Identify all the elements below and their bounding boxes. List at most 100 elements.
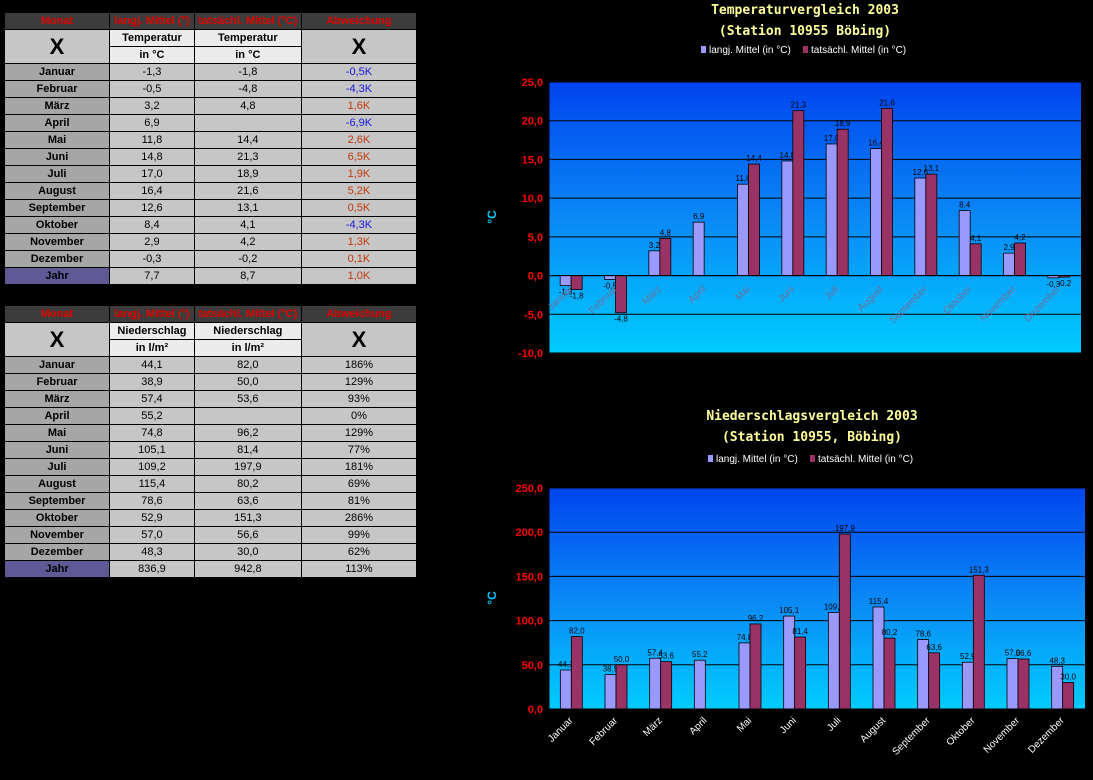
year-actual: 8,7	[193, 267, 302, 285]
data-label: 30,0	[1060, 672, 1076, 681]
data-label: 74,8	[737, 633, 753, 642]
longterm-cell: 11,8	[109, 131, 195, 149]
actual-cell: 81,4	[193, 441, 302, 459]
y-tick-label: 0,0	[528, 704, 543, 716]
data-label: 55,2	[692, 650, 708, 659]
bar-longterm	[693, 659, 706, 710]
x-tick-label: Februar	[588, 715, 621, 748]
data-label: 80,2	[882, 628, 898, 637]
y-tick-label: 200,0	[515, 527, 543, 539]
year-row: Jahr 7,7 8,7 1,0K	[3, 267, 418, 285]
data-label: 57,4	[647, 648, 663, 657]
deviation-cell: 0%	[300, 407, 418, 425]
legend-label-actual: tatsächl. Mittel (in °C)	[818, 454, 913, 465]
x-tick-label: Januar	[546, 715, 576, 745]
data-label: 4,8	[660, 228, 672, 237]
deviation-cell: 69%	[300, 475, 418, 493]
actual-cell: -4,8	[193, 80, 302, 98]
bar-actual	[925, 173, 938, 276]
legend-swatch-longterm	[701, 46, 706, 53]
bar-actual	[749, 623, 762, 710]
x-mark: X	[3, 322, 111, 357]
data-label: 18,9	[835, 119, 851, 128]
month-cell: Februar	[3, 80, 111, 98]
x-tick-label: Oktober	[945, 715, 978, 748]
year-deviation: 1,0K	[300, 267, 418, 285]
y-tick-label: -10,0	[518, 348, 543, 360]
header-month: Monat	[3, 12, 111, 30]
actual-cell: -0,2	[193, 250, 302, 268]
month-cell: Dezember	[3, 543, 111, 561]
year-deviation: 113%	[300, 560, 418, 578]
table-row: April 6,9 -6,9K	[3, 114, 418, 132]
y-tick-label: 50,0	[522, 660, 543, 672]
data-label: 11,8	[736, 174, 752, 183]
data-label: -1,3	[559, 288, 573, 297]
bar-actual	[1017, 658, 1030, 710]
data-label: 21,3	[791, 101, 807, 110]
table-row: September 12,6 13,1 0,5K	[3, 199, 418, 217]
longterm-cell: -0,3	[109, 250, 195, 268]
data-label: 8,4	[959, 201, 971, 210]
bar-longterm	[738, 642, 751, 710]
bar-actual	[748, 163, 760, 276]
month-cell: August	[3, 475, 111, 493]
actual-cell: 53,6	[193, 390, 302, 408]
bar-longterm	[604, 674, 617, 710]
table-row: April 55,2 0%	[3, 407, 418, 425]
data-label: 12,6	[913, 168, 929, 177]
legend-label-longterm: langj. Mittel (in °C)	[709, 45, 791, 56]
plot-area	[549, 82, 1081, 353]
actual-cell: 4,1	[193, 216, 302, 234]
data-label: 3,2	[649, 241, 661, 250]
longterm-cell: 74,8	[109, 424, 195, 442]
unit-label: in l/m²	[109, 339, 195, 357]
actual-cell: 13,1	[193, 199, 302, 217]
table-row: Dezember -0,3 -0,2 0,1K	[3, 250, 418, 268]
data-label: 78,6	[915, 630, 931, 639]
header-actual: tatsächl. Mittel (°C)	[193, 305, 302, 323]
chart-subtitle: (Station 10955, Böbing)	[722, 430, 902, 445]
longterm-cell: 55,2	[109, 407, 195, 425]
bar-longterm	[872, 606, 885, 710]
data-label: 2,9	[1003, 243, 1015, 252]
bar-longterm	[827, 612, 840, 710]
data-label: 105,1	[779, 606, 800, 615]
year-row: Jahr 836,9 942,8 113%	[3, 560, 418, 578]
bar-longterm	[737, 183, 749, 276]
x-mark: X	[3, 29, 111, 64]
table-row: Mai 74,8 96,2 129%	[3, 424, 418, 442]
table-header-row: Monat langj. Mittel (°) tatsächl. Mittel…	[3, 12, 418, 30]
data-label: 56,6	[1016, 649, 1032, 658]
deviation-cell: 0,1K	[300, 250, 418, 268]
deviation-cell: 6,5K	[300, 148, 418, 166]
y-tick-label: 5,0	[528, 232, 543, 244]
table-row: März 57,4 53,6 93%	[3, 390, 418, 408]
actual-cell: 30,0	[193, 543, 302, 561]
y-axis-label: °C	[485, 591, 499, 605]
data-label: -4,8	[614, 315, 628, 324]
y-tick-label: 100,0	[515, 616, 543, 628]
month-cell: Dezember	[3, 250, 111, 268]
year-label: Jahr	[3, 267, 111, 285]
data-label: 38,9	[603, 665, 619, 674]
table-row: Juni 14,8 21,3 6,5K	[3, 148, 418, 166]
bar-longterm	[1003, 252, 1015, 276]
bar-longterm	[648, 250, 661, 276]
longterm-cell: 78,6	[109, 492, 195, 510]
bar-actual	[881, 107, 893, 276]
chart-title: Temperaturvergleich 2003	[711, 3, 899, 18]
unit-label: in l/m²	[193, 339, 302, 357]
bar-actual	[1014, 242, 1026, 276]
bar-actual	[659, 238, 672, 276]
header-longterm: langj. Mittel (°)	[109, 12, 195, 30]
x-tick-label: Dezember	[1026, 715, 1067, 756]
deviation-cell: -4,3K	[300, 216, 418, 234]
deviation-cell: 62%	[300, 543, 418, 561]
bar-actual	[794, 636, 807, 710]
data-label: 109,2	[824, 602, 845, 611]
data-label: -1,8	[570, 292, 584, 301]
deviation-cell: -4,3K	[300, 80, 418, 98]
longterm-cell: -1,3	[109, 63, 195, 81]
bar-longterm	[958, 210, 971, 276]
